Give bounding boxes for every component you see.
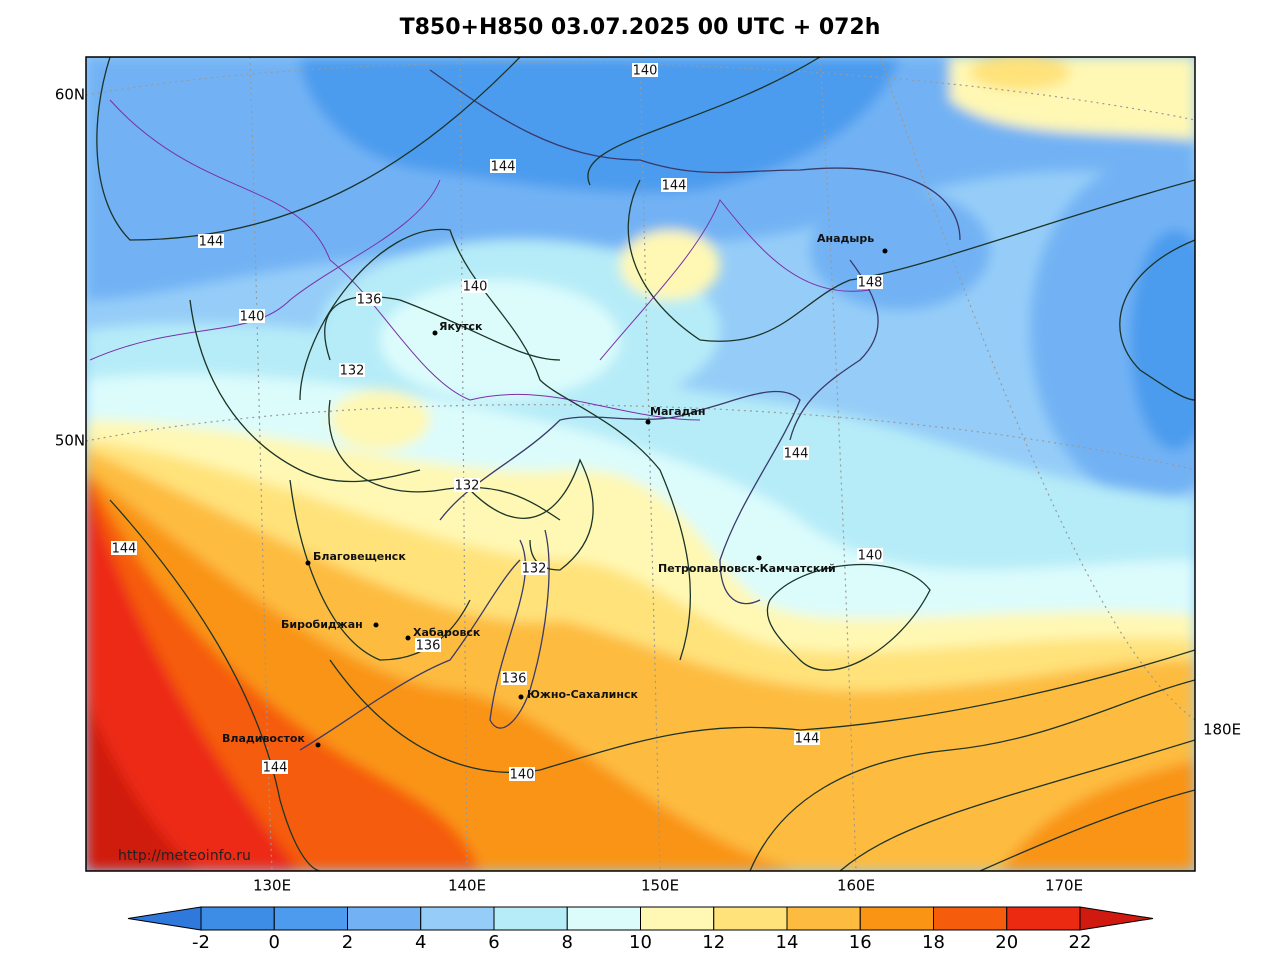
contour-label: 148 bbox=[858, 276, 883, 291]
contour-label: 144 bbox=[199, 235, 224, 250]
city-label: Южно-Сахалинск bbox=[527, 688, 638, 701]
contour-label: 144 bbox=[795, 732, 820, 747]
colorbar-box bbox=[420, 906, 495, 931]
contour-label: 140 bbox=[240, 310, 265, 325]
contour-label-bg bbox=[661, 178, 687, 192]
colorbar-box bbox=[859, 906, 934, 931]
contour-label-bg bbox=[462, 279, 488, 293]
contour-label: 140 bbox=[463, 280, 488, 295]
city-dot bbox=[305, 560, 311, 566]
city-dot bbox=[373, 622, 379, 628]
city-dot bbox=[645, 419, 651, 425]
colorbar-box bbox=[1006, 906, 1081, 931]
colorbar-tick-label: 2 bbox=[342, 932, 353, 953]
contour-label: 132 bbox=[455, 479, 480, 494]
contour-label-bg bbox=[356, 292, 382, 306]
contour-label-bg bbox=[111, 541, 137, 555]
lon-label: 160E bbox=[837, 877, 875, 895]
contour-label-bg bbox=[198, 234, 224, 248]
contour-label-bg bbox=[490, 159, 516, 173]
colorbar-tick-label: 8 bbox=[562, 932, 573, 953]
contour-label-bg bbox=[857, 275, 883, 289]
lat-label: 50N bbox=[55, 432, 85, 450]
contour-label-bg bbox=[339, 363, 365, 377]
colorbar-box bbox=[566, 906, 641, 931]
colorbar-over bbox=[1079, 906, 1154, 931]
contour-label: 144 bbox=[263, 761, 288, 776]
city-dot bbox=[756, 555, 762, 561]
contour-label: 132 bbox=[340, 364, 365, 379]
lon-label: 150E bbox=[641, 877, 679, 895]
contour-label-bg bbox=[454, 478, 480, 492]
colorbar-tick-label: 12 bbox=[702, 932, 725, 953]
contour-label: 144 bbox=[491, 160, 516, 175]
colorbar-tick-label: 4 bbox=[415, 932, 426, 953]
title: T850+H850 03.07.2025 00 UTC + 072h bbox=[400, 15, 881, 40]
colorbar-tick-label: 0 bbox=[269, 932, 280, 953]
contour-label: 136 bbox=[502, 672, 527, 687]
city-dot bbox=[518, 694, 524, 700]
contour-label: 136 bbox=[416, 639, 441, 654]
contour-label-bg bbox=[509, 767, 535, 781]
city-dot bbox=[432, 330, 438, 336]
colorbar-tick-label: -2 bbox=[192, 932, 210, 953]
colorbar-box bbox=[786, 906, 861, 931]
credit: http://meteoinfo.ru bbox=[118, 848, 251, 864]
colorbar-tick-label: 22 bbox=[1069, 932, 1092, 953]
city-dot bbox=[315, 742, 321, 748]
lat-label: 60N bbox=[55, 86, 85, 104]
city-label: Благовещенск bbox=[313, 550, 406, 563]
colorbar-box bbox=[347, 906, 422, 931]
map: Якутск Магадан Анадырь Благовещенск Биробидж… bbox=[86, 57, 1195, 871]
lon-label: 130E bbox=[253, 877, 291, 895]
lon-label: 170E bbox=[1045, 877, 1083, 895]
contour-label-bg bbox=[794, 731, 820, 745]
colorbar-box bbox=[200, 906, 275, 931]
colorbar-box bbox=[640, 906, 715, 931]
contour-label: 140 bbox=[858, 549, 883, 564]
colorbar-box bbox=[713, 906, 788, 931]
map-frame bbox=[85, 56, 1196, 872]
contour-label-bg bbox=[239, 309, 265, 323]
contour-label: 132 bbox=[522, 562, 547, 577]
colorbar-box bbox=[493, 906, 568, 931]
contour-label-bg bbox=[501, 671, 527, 685]
colorbar-box bbox=[273, 906, 348, 931]
contour-label: 144 bbox=[784, 447, 809, 462]
city-label: Хабаровск bbox=[413, 626, 481, 639]
colorbar-under bbox=[127, 906, 202, 931]
city-label: Якутск bbox=[439, 320, 483, 333]
contour-label-bg bbox=[262, 760, 288, 774]
contour-label-bg bbox=[783, 446, 809, 460]
city-label: Биробиджан bbox=[281, 618, 363, 631]
city-label: Петропавловск-Камчатский bbox=[658, 562, 836, 575]
city-label: Анадырь bbox=[817, 232, 874, 245]
city-label: Владивосток bbox=[222, 732, 305, 745]
colorbar-tick-label: 6 bbox=[488, 932, 499, 953]
contour-label: 144 bbox=[112, 542, 137, 557]
city-dot bbox=[882, 248, 888, 254]
lon-label: 180E bbox=[1203, 721, 1241, 739]
contour-label: 136 bbox=[357, 293, 382, 308]
colorbar-tick-label: 20 bbox=[995, 932, 1018, 953]
colorbar-tick-label: 10 bbox=[629, 932, 652, 953]
contour-label-bg bbox=[857, 548, 883, 562]
colorbar-box bbox=[933, 906, 1008, 931]
contour-label: 144 bbox=[662, 179, 687, 194]
contour-label-bg bbox=[415, 638, 441, 652]
city-dot bbox=[405, 635, 411, 641]
colorbar-tick-label: 14 bbox=[776, 932, 799, 953]
lon-label: 140E bbox=[448, 877, 486, 895]
colorbar-tick-label: 18 bbox=[922, 932, 945, 953]
contour-label: 140 bbox=[510, 768, 535, 783]
colorbar-tick-label: 16 bbox=[849, 932, 872, 953]
contour-label-bg bbox=[521, 561, 547, 575]
city-label: Магадан bbox=[650, 405, 705, 418]
contour-label: 140 bbox=[633, 64, 658, 79]
contour-label-bg bbox=[632, 63, 658, 77]
